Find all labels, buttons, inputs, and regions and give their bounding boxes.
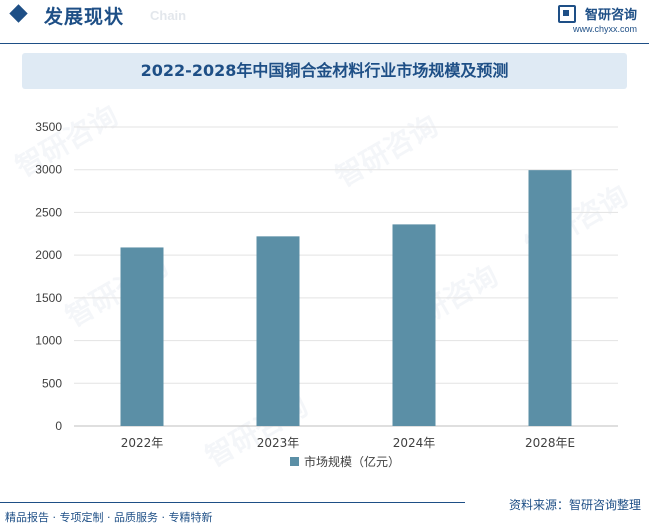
legend-swatch: [290, 457, 299, 466]
y-tick-label: 2000: [35, 248, 62, 262]
legend-label: 市场规模（亿元）: [304, 454, 400, 469]
x-tick-label: 2023年: [257, 436, 300, 450]
x-tick-label: 2022年: [121, 436, 164, 450]
y-tick-label: 3000: [35, 163, 62, 177]
y-tick-label: 0: [55, 419, 62, 433]
bar: [392, 224, 436, 426]
footer-source: 资料来源：智研咨询整理: [508, 498, 641, 512]
chart-title-box: 2022-2028年中国铜合金材料行业市场规模及预测: [22, 53, 627, 89]
chart-title: 2022-2028年中国铜合金材料行业市场规模及预测: [140, 61, 509, 80]
section-title: 发展现状: [44, 6, 125, 28]
y-tick-label: 500: [42, 376, 62, 390]
bar: [528, 170, 572, 426]
logo-url: www.chyxx.com: [572, 24, 637, 34]
footer-tagline: 精品报告 · 专项定制 · 品质服务 · 专精特新: [5, 511, 213, 524]
x-tick-label: 2028年E: [525, 436, 575, 450]
y-tick-label: 1000: [35, 334, 62, 348]
x-tick-label: 2024年: [393, 436, 436, 450]
section-subtitle: Chain: [150, 8, 187, 23]
y-tick-label: 3500: [35, 120, 62, 134]
bar: [120, 247, 164, 426]
y-tick-label: 1500: [35, 291, 62, 305]
logo-icon: [557, 4, 576, 23]
logo-name: 智研咨询: [584, 8, 637, 23]
bar: [256, 236, 300, 426]
header-divider: [0, 43, 649, 44]
header: 发展现状 Chain 智研咨询 www.chyxx.com: [0, 0, 649, 34]
brand-logo: 智研咨询 www.chyxx.com: [557, 3, 637, 34]
footer-divider: [0, 502, 465, 503]
y-tick-label: 2500: [35, 205, 62, 219]
